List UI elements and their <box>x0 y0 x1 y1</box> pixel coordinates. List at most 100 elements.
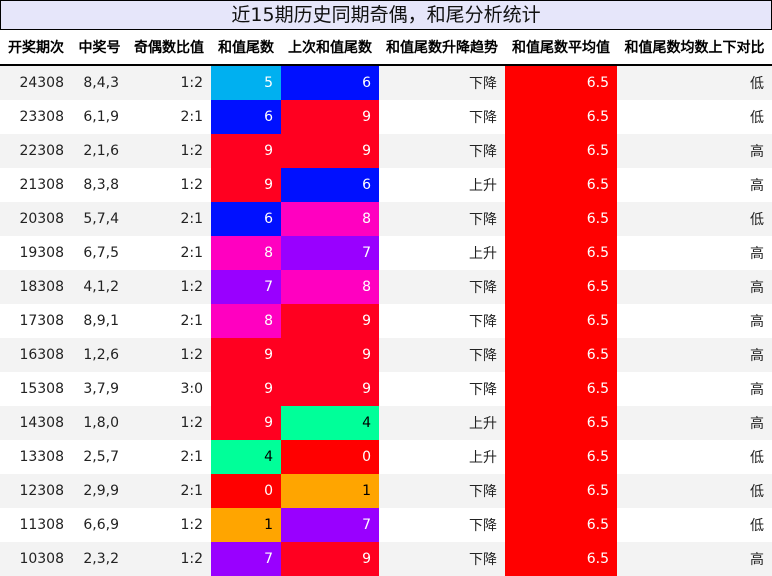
cell-sum-tail: 9 <box>211 406 281 440</box>
cell-odd-even-ratio: 1:2 <box>127 338 211 372</box>
cell-avg-compare: 高 <box>617 338 772 372</box>
cell-sum-tail-avg: 6.5 <box>505 270 617 304</box>
cell-issue: 11308 <box>19 517 64 533</box>
cell-prev-sum-tail: 6 <box>281 65 379 100</box>
cell-odd-even-ratio: 1:2 <box>127 270 211 304</box>
cell-numbers: 2,3,2 <box>72 542 127 576</box>
cell-issue: 10308 <box>0 542 72 576</box>
cell-sum-tail-avg: 6.5 <box>505 372 617 406</box>
table-row: 11308 6,6,9 1:2 1 7 下降 6.5 低 <box>0 508 772 542</box>
cell-odd-even-ratio: 2:1 <box>180 245 203 261</box>
cell-prev-sum-tail: 7 <box>281 508 379 542</box>
header-numbers: 中奖号 <box>72 30 127 66</box>
cell-prev-sum-tail: 4 <box>281 406 379 440</box>
cell-issue: 16308 <box>0 338 72 372</box>
cell-sum-tail-avg: 6.5 <box>505 304 617 338</box>
cell-numbers: 6,7,5 <box>83 245 119 261</box>
table-row: 18308 4,1,2 1:2 7 8 下降 6.5 高 <box>0 270 772 304</box>
cell-avg-compare: 高 <box>750 314 764 330</box>
cell-trend: 上升 <box>379 406 505 440</box>
cell-avg-compare: 低 <box>617 474 772 508</box>
cell-odd-even-ratio: 1:2 <box>127 542 211 576</box>
table-row: 15308 3,7,9 3:0 9 9 下降 6.5 高 <box>0 372 772 406</box>
cell-numbers: 8,3,8 <box>83 177 119 193</box>
table-row: 24308 8,4,3 1:2 5 6 下降 6.5 低 <box>0 65 772 100</box>
header-issue: 开奖期次 <box>0 30 72 66</box>
cell-sum-tail-avg: 6.5 <box>505 440 617 474</box>
cell-trend: 上升 <box>469 178 497 194</box>
cell-sum-tail-avg: 6.5 <box>505 168 617 202</box>
cell-sum-tail: 6 <box>211 100 281 134</box>
cell-sum-tail-avg: 6.5 <box>505 542 617 576</box>
cell-odd-even-ratio: 2:1 <box>127 202 211 236</box>
table-row: 19308 6,7,5 2:1 8 7 上升 6.5 高 <box>0 236 772 270</box>
cell-trend: 下降 <box>469 110 497 126</box>
cell-odd-even-ratio: 1:2 <box>180 177 203 193</box>
cell-numbers: 6,1,9 <box>83 109 119 125</box>
cell-issue: 13308 <box>19 449 64 465</box>
cell-odd-even-ratio: 1:2 <box>127 65 211 100</box>
table-row: 16308 1,2,6 1:2 9 9 下降 6.5 高 <box>0 338 772 372</box>
cell-trend: 下降 <box>379 202 505 236</box>
cell-odd-even-ratio: 2:1 <box>180 449 203 465</box>
cell-numbers: 8,4,3 <box>72 65 127 100</box>
cell-sum-tail: 7 <box>211 542 281 576</box>
cell-issue: 14308 <box>0 406 72 440</box>
cell-numbers: 1,8,0 <box>72 406 127 440</box>
cell-numbers: 2,1,6 <box>72 134 127 168</box>
cell-odd-even-ratio: 1:2 <box>180 517 203 533</box>
cell-trend: 下降 <box>379 542 505 576</box>
cell-avg-compare: 高 <box>750 246 764 262</box>
cell-avg-compare: 低 <box>750 110 764 126</box>
cell-prev-sum-tail: 9 <box>281 100 379 134</box>
cell-avg-compare: 低 <box>750 450 764 466</box>
cell-prev-sum-tail: 9 <box>281 372 379 406</box>
cell-numbers: 3,7,9 <box>83 381 119 397</box>
cell-numbers: 2,5,7 <box>83 449 119 465</box>
header-avg-compare: 和值尾数均数上下对比 <box>617 30 772 66</box>
header-row: 开奖期次 中奖号 奇偶数比值 和值尾数 上次和值尾数 和值尾数升降趋势 和值尾数平均值 和值尾… <box>0 30 772 66</box>
table-row: 23308 6,1,9 2:1 6 9 下降 6.5 低 <box>0 100 772 134</box>
cell-trend: 下降 <box>379 270 505 304</box>
cell-sum-tail: 4 <box>211 440 281 474</box>
cell-avg-compare: 高 <box>617 542 772 576</box>
cell-sum-tail-avg: 6.5 <box>505 65 617 100</box>
cell-issue: 24308 <box>0 65 72 100</box>
cell-issue: 18308 <box>0 270 72 304</box>
cell-issue: 19308 <box>19 245 64 261</box>
cell-avg-compare: 低 <box>750 518 764 534</box>
cell-issue: 21308 <box>19 177 64 193</box>
cell-prev-sum-tail: 1 <box>281 474 379 508</box>
cell-prev-sum-tail: 9 <box>281 338 379 372</box>
cell-avg-compare: 高 <box>617 406 772 440</box>
cell-numbers: 1,2,6 <box>72 338 127 372</box>
cell-odd-even-ratio: 1:2 <box>127 134 211 168</box>
cell-odd-even-ratio: 2:1 <box>180 109 203 125</box>
table-row: 22308 2,1,6 1:2 9 9 下降 6.5 高 <box>0 134 772 168</box>
table-row: 12308 2,9,9 2:1 0 1 下降 6.5 低 <box>0 474 772 508</box>
cell-odd-even-ratio: 2:1 <box>180 313 203 329</box>
cell-sum-tail: 5 <box>211 65 281 100</box>
cell-issue: 17308 <box>19 313 64 329</box>
cell-sum-tail-avg: 6.5 <box>505 338 617 372</box>
cell-sum-tail: 1 <box>211 508 281 542</box>
cell-issue: 12308 <box>0 474 72 508</box>
cell-trend: 下降 <box>379 65 505 100</box>
header-odd-even-ratio: 奇偶数比值 <box>127 30 211 66</box>
header-trend: 和值尾数升降趋势 <box>379 30 505 66</box>
cell-avg-compare: 低 <box>617 65 772 100</box>
cell-trend: 下降 <box>379 474 505 508</box>
cell-prev-sum-tail: 9 <box>281 542 379 576</box>
cell-sum-tail: 8 <box>211 236 281 270</box>
cell-numbers: 6,6,9 <box>83 517 119 533</box>
cell-avg-compare: 低 <box>617 202 772 236</box>
cell-sum-tail-avg: 6.5 <box>505 508 617 542</box>
cell-trend: 下降 <box>379 134 505 168</box>
cell-odd-even-ratio: 1:2 <box>127 406 211 440</box>
cell-sum-tail-avg: 6.5 <box>505 134 617 168</box>
header-sum-tail-avg: 和值尾数平均值 <box>505 30 617 66</box>
cell-sum-tail-avg: 6.5 <box>505 236 617 270</box>
table-row: 21308 8,3,8 1:2 9 6 上升 6.5 高 <box>0 168 772 202</box>
cell-prev-sum-tail: 7 <box>281 236 379 270</box>
cell-sum-tail-avg: 6.5 <box>505 406 617 440</box>
